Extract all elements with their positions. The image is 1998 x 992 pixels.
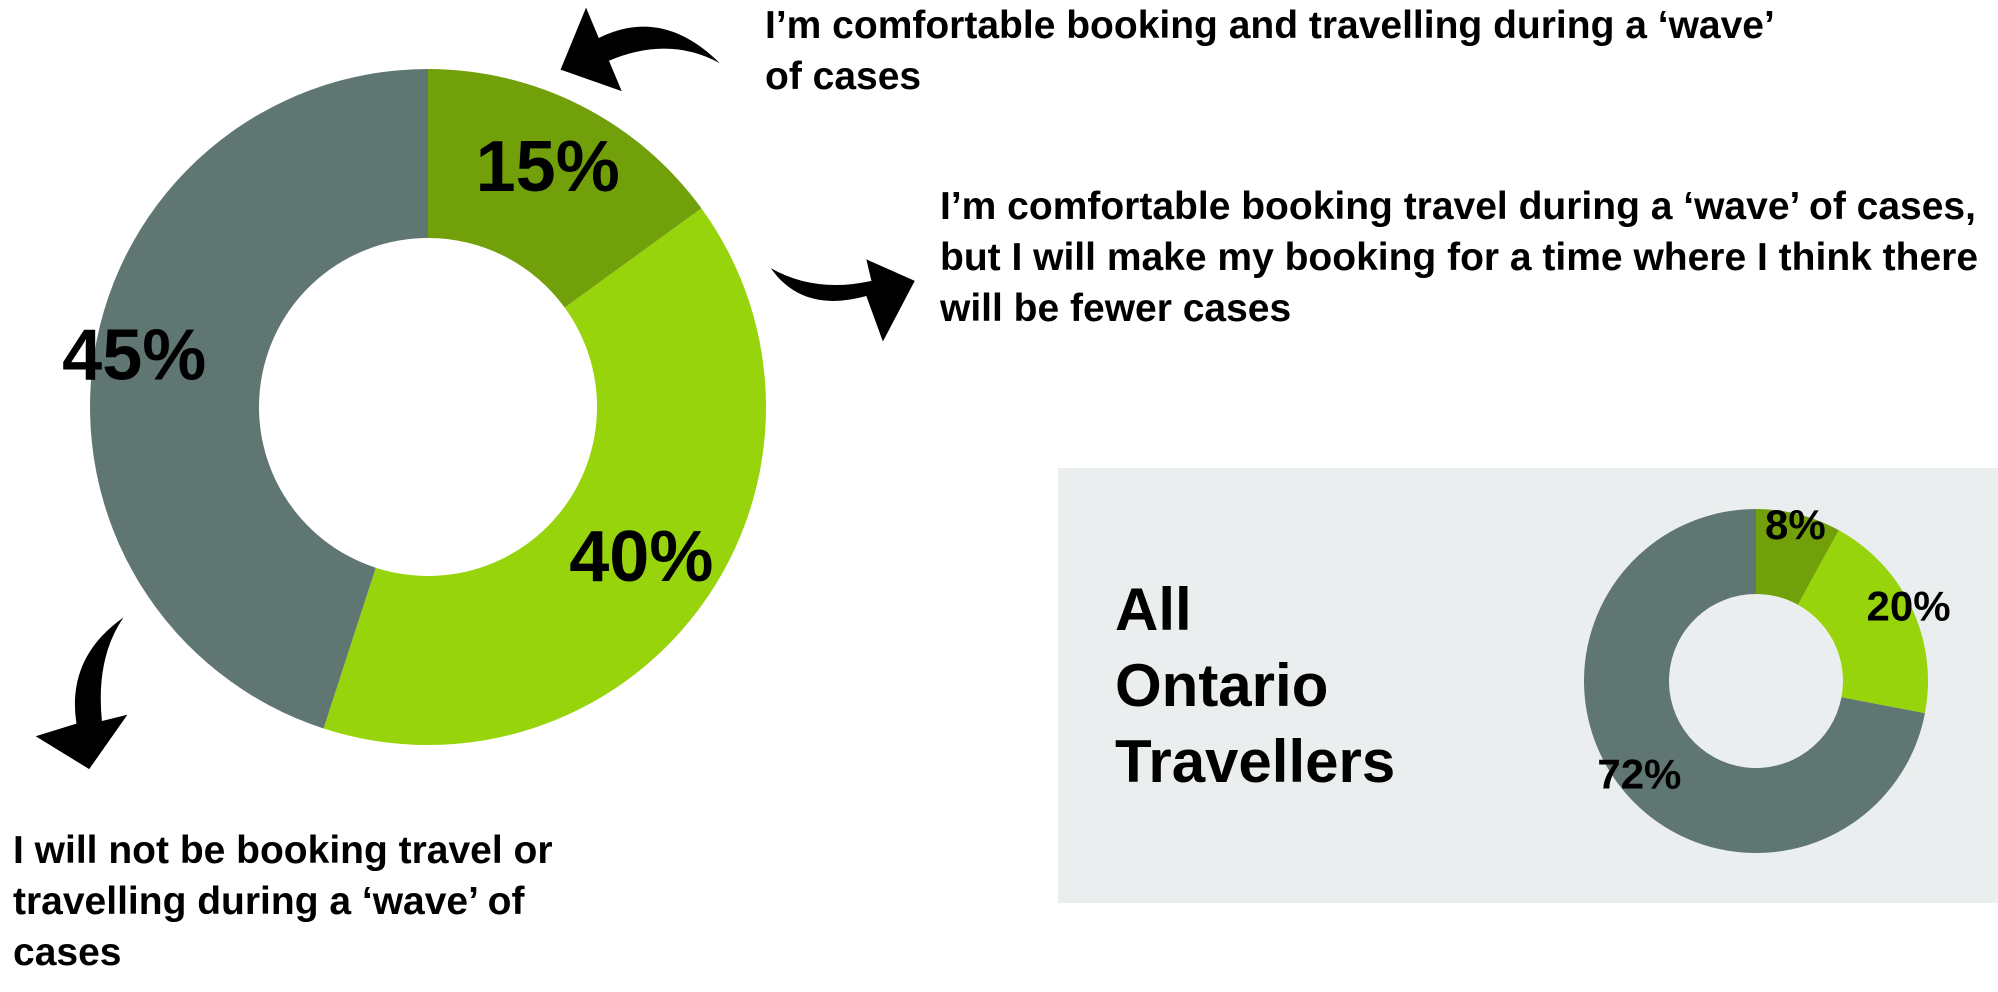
annotation: I’m comfortable booking travel during a … <box>940 185 1979 330</box>
arrows <box>35 7 915 770</box>
annotation: I’m comfortable booking and travelling d… <box>765 4 1773 98</box>
donut-segment <box>1756 509 1839 605</box>
arrow <box>770 259 915 342</box>
donut-segment <box>428 69 702 308</box>
donut-segment <box>1797 530 1928 714</box>
arrow <box>560 7 720 92</box>
donut-segment <box>89 69 428 729</box>
arrow <box>35 617 128 770</box>
data-label: 8% <box>1765 501 1826 548</box>
data-label: 72% <box>1597 751 1681 798</box>
donut-segment <box>1583 509 1925 853</box>
donut-segment <box>323 208 766 745</box>
chart-title: All Ontario Travellers <box>1115 576 1396 795</box>
data-label: 15% <box>476 127 620 207</box>
data-label: 20% <box>1866 582 1950 629</box>
data-label: 40% <box>569 517 713 597</box>
annotation: I will not be booking travel or travelli… <box>13 829 553 974</box>
data-label: 45% <box>62 315 206 395</box>
